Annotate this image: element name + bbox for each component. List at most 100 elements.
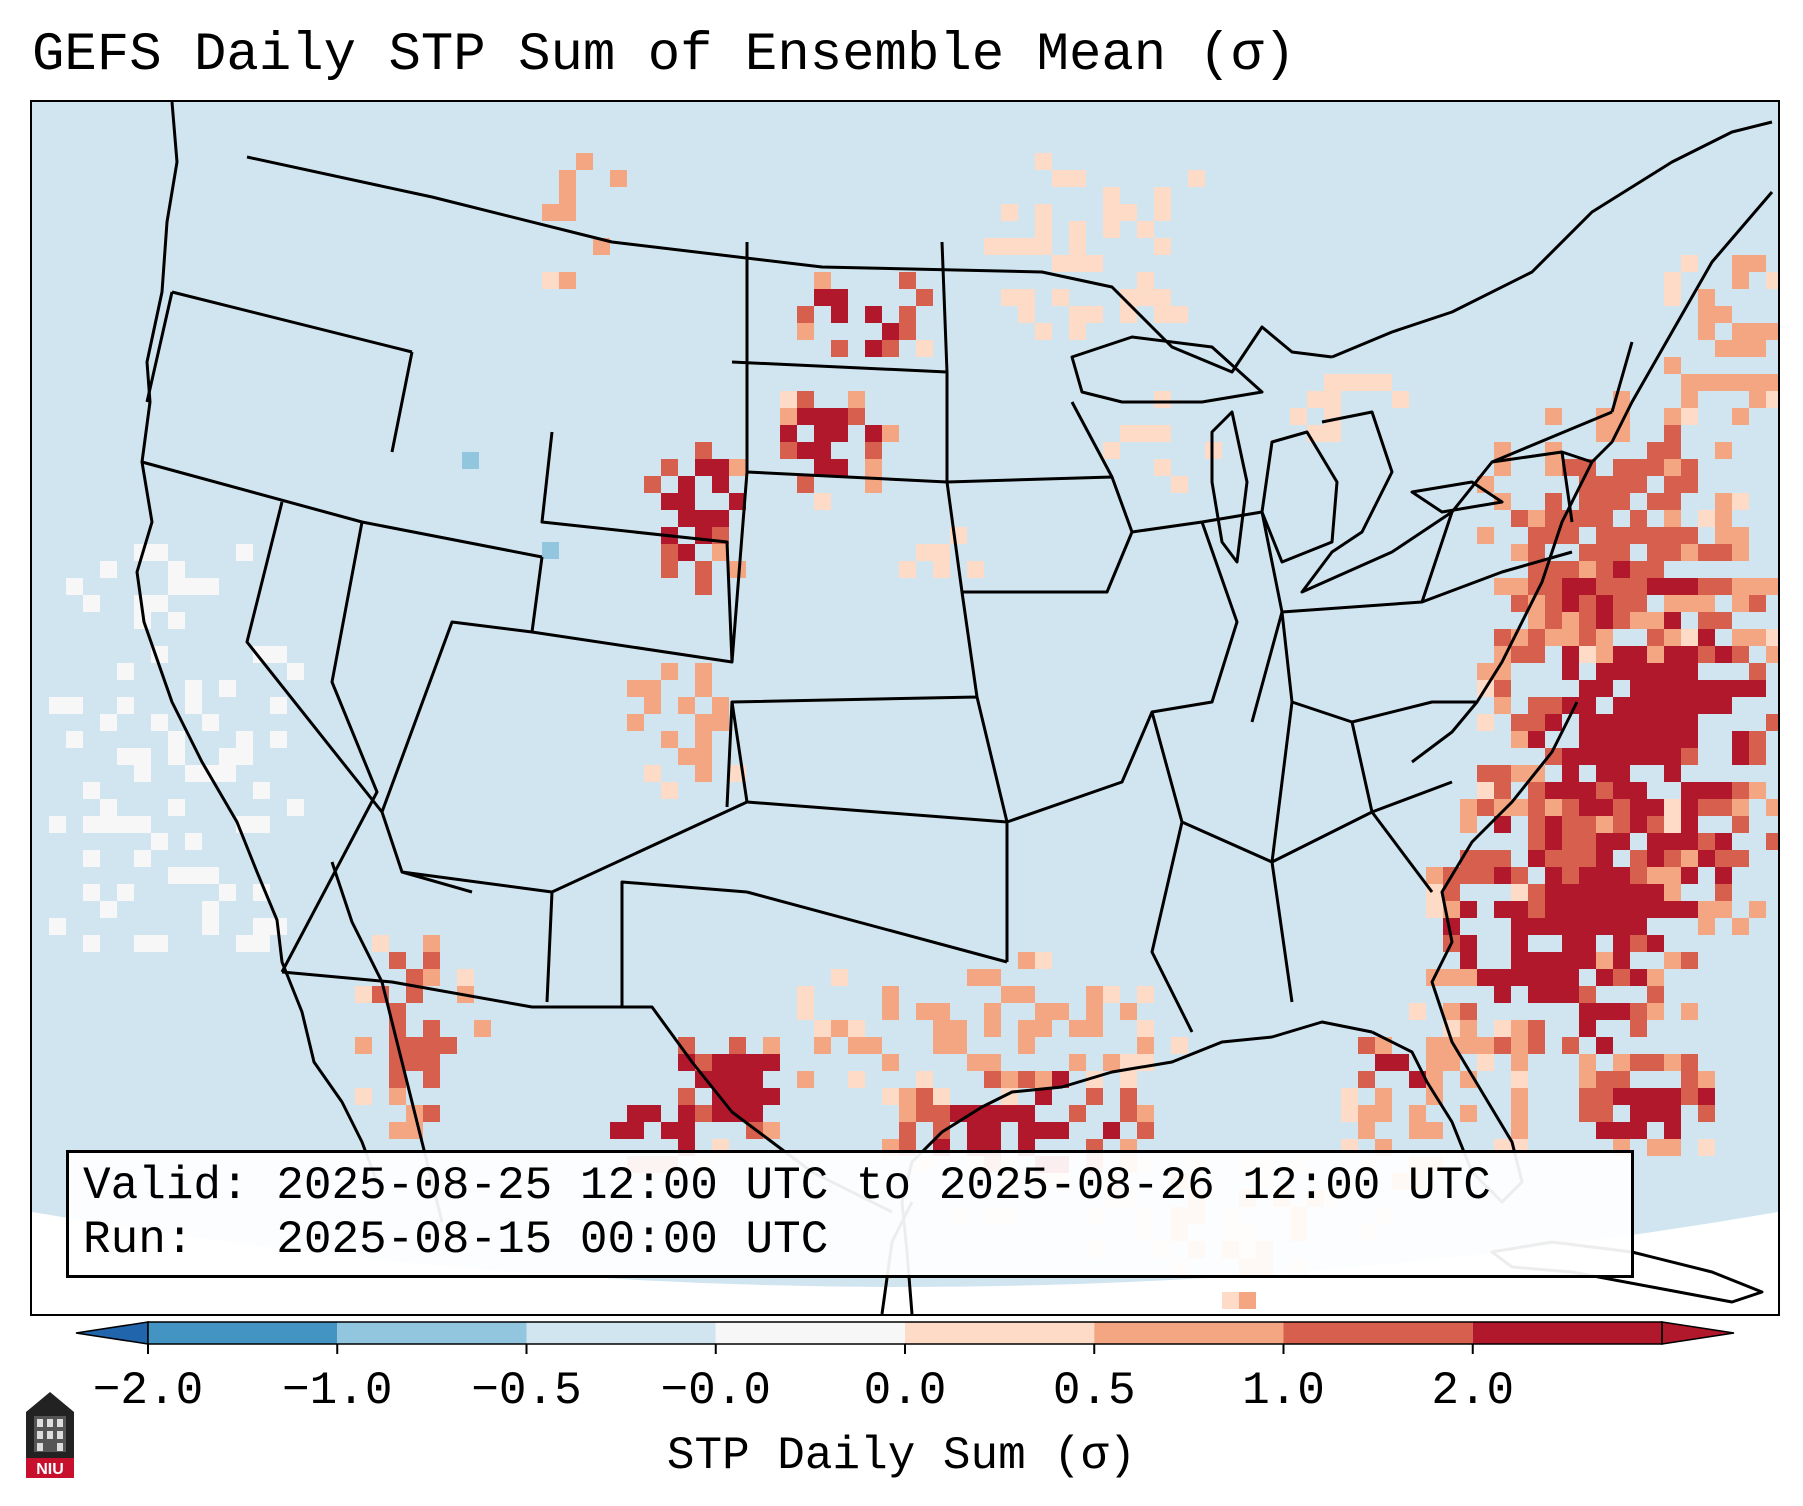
stp-cell bbox=[1562, 884, 1579, 901]
stp-cell bbox=[1596, 612, 1613, 629]
stp-cell bbox=[695, 578, 712, 595]
stp-cell bbox=[1630, 510, 1647, 527]
stp-cell bbox=[1613, 612, 1630, 629]
stp-cell bbox=[185, 867, 202, 884]
stp-cell bbox=[134, 816, 151, 833]
stp-cell bbox=[1018, 1020, 1035, 1037]
stp-cell bbox=[559, 272, 576, 289]
stp-cell bbox=[83, 595, 100, 612]
lake-huron-erie bbox=[1300, 410, 1453, 594]
stp-cell bbox=[1494, 901, 1511, 918]
stp-cell bbox=[1579, 493, 1596, 510]
stp-cell bbox=[865, 340, 882, 357]
stp-cell bbox=[1664, 408, 1681, 425]
stp-cell bbox=[916, 340, 933, 357]
stp-cell bbox=[423, 1054, 440, 1071]
stp-cell bbox=[202, 714, 219, 731]
stp-cell bbox=[1630, 748, 1647, 765]
stp-cell bbox=[1766, 391, 1778, 408]
stp-cell bbox=[1732, 629, 1749, 646]
stp-cell bbox=[219, 748, 236, 765]
stp-cell bbox=[1018, 952, 1035, 969]
stp-cell bbox=[1715, 340, 1732, 357]
stp-cell bbox=[1613, 918, 1630, 935]
stp-cell bbox=[1562, 612, 1579, 629]
stp-cell bbox=[1732, 799, 1749, 816]
stp-cell bbox=[1494, 1020, 1511, 1037]
stp-cell bbox=[1647, 731, 1664, 748]
lake-michigan bbox=[1210, 410, 1249, 564]
state-lines-west bbox=[141, 290, 748, 1003]
stp-cell bbox=[1001, 204, 1018, 221]
stp-cell bbox=[1613, 1003, 1630, 1020]
stp-cell bbox=[1681, 544, 1698, 561]
stp-cell bbox=[678, 510, 695, 527]
stp-cell bbox=[1732, 731, 1749, 748]
stp-cell bbox=[746, 1088, 763, 1105]
stp-cell bbox=[1052, 289, 1069, 306]
stp-cell bbox=[1613, 595, 1630, 612]
stp-cell bbox=[1171, 1037, 1188, 1054]
stp-cell bbox=[1511, 1071, 1528, 1088]
stp-cell bbox=[1460, 952, 1477, 969]
stp-cell bbox=[1120, 204, 1137, 221]
stp-cell bbox=[1528, 986, 1545, 1003]
stp-cell bbox=[270, 731, 287, 748]
stp-cell bbox=[49, 918, 66, 935]
stp-cell bbox=[1562, 799, 1579, 816]
stp-cell bbox=[1732, 595, 1749, 612]
stp-cell bbox=[695, 663, 712, 680]
stp-cell bbox=[1613, 884, 1630, 901]
stp-cell bbox=[1596, 969, 1613, 986]
stp-cell bbox=[1698, 646, 1715, 663]
stp-cell bbox=[389, 1071, 406, 1088]
stp-cell bbox=[610, 170, 627, 187]
stp-cell bbox=[1613, 782, 1630, 799]
stp-cell bbox=[1086, 986, 1103, 1003]
stp-cell bbox=[1035, 323, 1052, 340]
stp-cell bbox=[1681, 816, 1698, 833]
niu-logo: NIU bbox=[26, 1392, 74, 1478]
stp-cell bbox=[576, 153, 593, 170]
stp-cell bbox=[1630, 459, 1647, 476]
stp-cell bbox=[899, 1122, 916, 1139]
stp-cell bbox=[1562, 901, 1579, 918]
stp-cell bbox=[1749, 901, 1766, 918]
stp-cell bbox=[1528, 884, 1545, 901]
stp-cell bbox=[1511, 969, 1528, 986]
stp-cell bbox=[1630, 680, 1647, 697]
stp-cell bbox=[1715, 680, 1732, 697]
stp-cell bbox=[1562, 850, 1579, 867]
stp-cell bbox=[831, 459, 848, 476]
stp-cell bbox=[1732, 323, 1749, 340]
stp-cell bbox=[1086, 306, 1103, 323]
stp-cell bbox=[1545, 901, 1562, 918]
stp-cell bbox=[1613, 935, 1630, 952]
stp-cell bbox=[1596, 952, 1613, 969]
stp-cell bbox=[1647, 714, 1664, 731]
stp-cell bbox=[1630, 816, 1647, 833]
stp-cell bbox=[440, 1037, 457, 1054]
colorbar-bin bbox=[1472, 1322, 1662, 1344]
stp-cell bbox=[1681, 391, 1698, 408]
stp-cell bbox=[1715, 646, 1732, 663]
stp-cell bbox=[355, 986, 372, 1003]
stp-cell bbox=[1528, 850, 1545, 867]
stp-cell bbox=[1715, 901, 1732, 918]
stp-cell bbox=[1426, 867, 1443, 884]
stp-cell bbox=[270, 697, 287, 714]
stp-cell bbox=[253, 935, 270, 952]
stp-cell bbox=[83, 816, 100, 833]
stp-cell bbox=[1001, 1071, 1018, 1088]
stp-cell bbox=[1766, 323, 1778, 340]
stp-cell bbox=[1647, 612, 1664, 629]
colorbar-bin bbox=[905, 1322, 1095, 1344]
stp-cell bbox=[236, 935, 253, 952]
stp-cell bbox=[236, 731, 253, 748]
stp-cell bbox=[1715, 867, 1732, 884]
stp-cell bbox=[83, 850, 100, 867]
stp-cell bbox=[763, 1122, 780, 1139]
stp-cell bbox=[1120, 1088, 1137, 1105]
colorbar-bin bbox=[148, 1322, 338, 1344]
stp-cell bbox=[1732, 816, 1749, 833]
